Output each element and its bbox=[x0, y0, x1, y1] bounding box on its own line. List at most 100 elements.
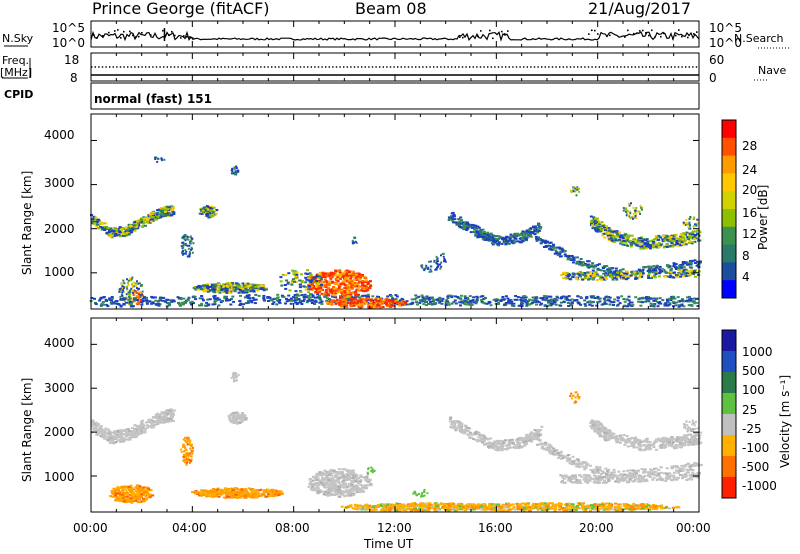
power-cell bbox=[671, 300, 675, 303]
power-cell bbox=[246, 301, 250, 304]
power-cell bbox=[579, 275, 583, 278]
power-cell bbox=[542, 246, 546, 248]
power-cell bbox=[159, 298, 162, 301]
power-cell bbox=[326, 287, 330, 290]
power-cell bbox=[574, 256, 578, 259]
power-cell bbox=[239, 294, 242, 297]
velocity-cell bbox=[147, 425, 151, 428]
power-cell bbox=[352, 285, 356, 288]
power-cell bbox=[146, 218, 150, 221]
power-cell bbox=[330, 303, 334, 306]
power-cell bbox=[522, 296, 526, 299]
power-cell bbox=[682, 232, 686, 235]
velocity-cell bbox=[144, 427, 147, 430]
power-cell bbox=[223, 295, 227, 298]
power-cell bbox=[461, 223, 465, 226]
power-cell bbox=[485, 302, 489, 305]
velocity-cell bbox=[169, 409, 172, 412]
power-cell bbox=[645, 238, 649, 240]
power-cell bbox=[150, 220, 154, 223]
power-cell bbox=[311, 295, 315, 298]
power-cell bbox=[404, 301, 408, 304]
nsearch-dot bbox=[633, 32, 635, 35]
nsearch-dot bbox=[651, 29, 653, 32]
power-cell bbox=[165, 207, 169, 210]
power-cell bbox=[292, 270, 296, 273]
power-cell bbox=[556, 246, 559, 249]
power-cell bbox=[675, 243, 679, 245]
power-cell bbox=[197, 285, 201, 287]
power-cell bbox=[436, 299, 440, 302]
power-cell bbox=[602, 270, 606, 272]
power-cell bbox=[440, 302, 444, 305]
power-cell bbox=[130, 305, 134, 308]
power-cell bbox=[262, 296, 266, 299]
power-cell bbox=[294, 277, 298, 280]
velocity-cell bbox=[130, 489, 134, 492]
power-cell bbox=[527, 303, 531, 306]
velocity-cell bbox=[121, 433, 125, 436]
power-cell bbox=[166, 301, 170, 304]
power-cell bbox=[617, 231, 621, 234]
velocity-cell bbox=[125, 497, 129, 500]
power-cell bbox=[581, 273, 585, 276]
power-cell bbox=[636, 210, 639, 213]
power-cell bbox=[230, 172, 233, 175]
power-cell bbox=[688, 221, 691, 224]
velocity-cell bbox=[132, 491, 135, 494]
velocity-cell bbox=[205, 495, 209, 498]
power-cell bbox=[369, 303, 373, 306]
power-cell bbox=[635, 272, 639, 275]
power-cell bbox=[245, 291, 249, 294]
power-cell bbox=[256, 284, 260, 287]
power-cell bbox=[622, 277, 626, 280]
velocity-cell bbox=[130, 427, 134, 429]
power-cell bbox=[417, 295, 421, 298]
power-cell bbox=[125, 293, 128, 296]
power-cell bbox=[354, 282, 357, 285]
power-cell bbox=[338, 278, 342, 280]
power-cell bbox=[168, 299, 172, 302]
power-cell bbox=[337, 287, 341, 290]
power-cell bbox=[307, 285, 311, 288]
power-cell bbox=[668, 276, 672, 278]
power-cell bbox=[341, 280, 345, 283]
power-cell bbox=[679, 232, 683, 235]
velocity-cell bbox=[145, 424, 149, 427]
power-cell bbox=[299, 299, 302, 302]
power-cell bbox=[328, 300, 331, 303]
power-cell bbox=[352, 304, 356, 307]
power-cell bbox=[507, 301, 510, 304]
power-cell bbox=[572, 273, 576, 276]
power-cell bbox=[137, 291, 140, 294]
velocity-cell bbox=[129, 497, 133, 500]
velocity-cell bbox=[243, 418, 247, 421]
power-cell bbox=[366, 297, 370, 300]
power-cell bbox=[475, 300, 479, 303]
power-cell bbox=[225, 295, 228, 298]
power-cell bbox=[381, 306, 385, 308]
power-cell bbox=[111, 233, 115, 236]
power-cell bbox=[693, 259, 697, 262]
power-cell bbox=[112, 302, 116, 305]
power-cell bbox=[435, 268, 438, 271]
power-cell bbox=[187, 247, 190, 250]
power-cell bbox=[552, 245, 556, 248]
power-cell bbox=[102, 296, 106, 298]
power-cell bbox=[398, 304, 401, 307]
power-cell bbox=[336, 280, 340, 283]
power-cell bbox=[679, 304, 683, 307]
power-cell bbox=[659, 270, 663, 272]
velocity-cell bbox=[190, 450, 193, 452]
power-cell bbox=[159, 296, 163, 299]
power-cell bbox=[513, 234, 517, 237]
power-cell bbox=[691, 259, 695, 262]
power-cell bbox=[214, 212, 218, 215]
power-cell bbox=[570, 189, 573, 192]
power-cell bbox=[527, 228, 531, 231]
power-cell bbox=[210, 283, 214, 285]
power-cell bbox=[623, 300, 627, 303]
power-cell bbox=[676, 296, 680, 299]
power-cell bbox=[190, 246, 193, 249]
power-cell bbox=[336, 283, 340, 286]
